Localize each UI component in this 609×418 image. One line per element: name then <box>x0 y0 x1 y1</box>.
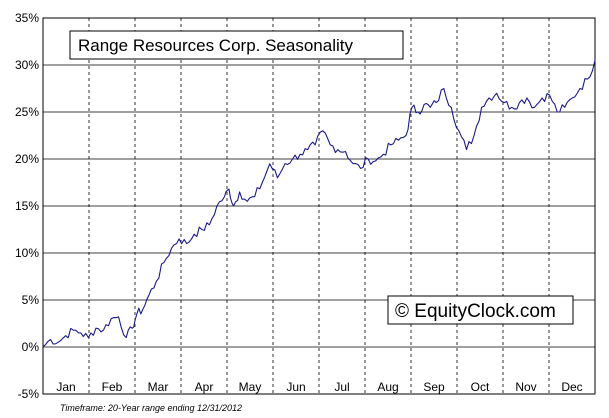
month-label: Sep <box>423 380 445 394</box>
month-label: Oct <box>471 380 490 394</box>
y-tick-label: 25% <box>15 105 39 119</box>
y-tick-label: 30% <box>15 58 39 72</box>
plot-frame <box>42 17 596 395</box>
month-label: Aug <box>377 380 398 394</box>
month-label: Dec <box>561 380 582 394</box>
chart-title-frame <box>69 30 404 60</box>
month-label: Jan <box>56 380 75 394</box>
month-label: Feb <box>102 380 123 394</box>
y-tick-label: 5% <box>22 293 40 307</box>
month-label: Apr <box>195 380 214 394</box>
chart-title: Range Resources Corp. Seasonality <box>78 36 353 55</box>
x-axis-month-labels: Jan Feb Mar Apr May Jun Jul Aug Sep Oct Nov Dec <box>56 380 582 394</box>
y-axis-tick-labels: 35% 30% 25% 20% 15% 10% 5% 0% -5% <box>15 11 39 401</box>
y-tick-label: -5% <box>18 387 40 401</box>
month-label: May <box>239 380 262 394</box>
month-label: Jun <box>286 380 305 394</box>
chart-title-box: Range Resources Corp. Seasonality <box>69 30 404 60</box>
month-label: Mar <box>148 380 169 394</box>
watermark-frame <box>387 295 574 325</box>
y-tick-label: 0% <box>22 340 40 354</box>
grid-lines <box>43 18 595 394</box>
seasonality-line <box>42 60 596 348</box>
watermark-box: © EquityClock.com <box>387 295 574 325</box>
y-tick-label: 15% <box>15 199 39 213</box>
y-tick-label: 20% <box>15 152 39 166</box>
y-tick-label: 35% <box>15 11 39 25</box>
y-tick-label: 10% <box>15 246 39 260</box>
month-label: Nov <box>515 380 536 394</box>
month-label: Jul <box>334 380 349 394</box>
timeframe-footnote: Timeframe: 20-Year range ending 12/31/20… <box>60 403 242 413</box>
watermark-text: © EquityClock.com <box>395 301 556 322</box>
